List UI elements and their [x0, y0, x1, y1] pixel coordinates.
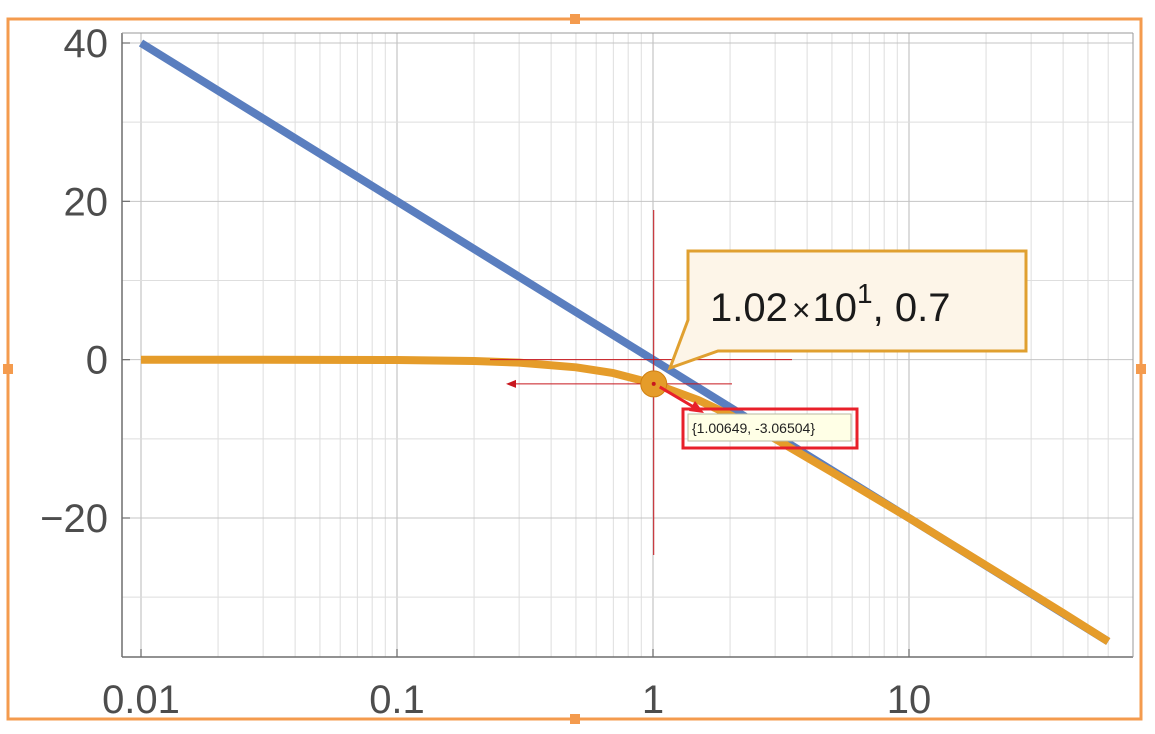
resize-handle[interactable]: [1136, 364, 1146, 374]
tooltip-coordinates: {1.00649, -3.06504}: [692, 420, 815, 436]
marker-center-dot: [651, 381, 656, 386]
crosshair-arrow-head: [506, 379, 516, 388]
callout-label: 1.02 ×101, 0.7: [710, 278, 950, 330]
y-tick-label: −20: [40, 497, 108, 541]
resize-handle[interactable]: [3, 364, 13, 374]
y-tick-label: 20: [64, 180, 109, 224]
y-tick-label: 40: [64, 22, 109, 66]
tooltip-outline: [681, 407, 859, 450]
tooltip-pointer-line: [658, 385, 698, 411]
resize-handle[interactable]: [570, 14, 580, 24]
x-tick-label: 0.1: [369, 678, 425, 722]
resize-handle[interactable]: [570, 714, 580, 724]
tooltip-box: [687, 413, 852, 442]
x-tick-label: 10: [887, 678, 932, 722]
x-tick-label: 1: [642, 678, 664, 722]
x-tick-label: 0.01: [102, 678, 180, 722]
annotations: 1.02 ×101, 0.7 {1.00649, -3.06504}: [490, 210, 1028, 555]
callout-bubble: [667, 249, 1028, 371]
axes: [121, 32, 1134, 658]
tick-labels: 0.01 0.1 1 10 40 20 0 −20: [40, 22, 931, 722]
selection-frame[interactable]: [3, 14, 1146, 724]
y-tick-label: 0: [86, 339, 108, 383]
series-line-2: [141, 355, 1111, 645]
